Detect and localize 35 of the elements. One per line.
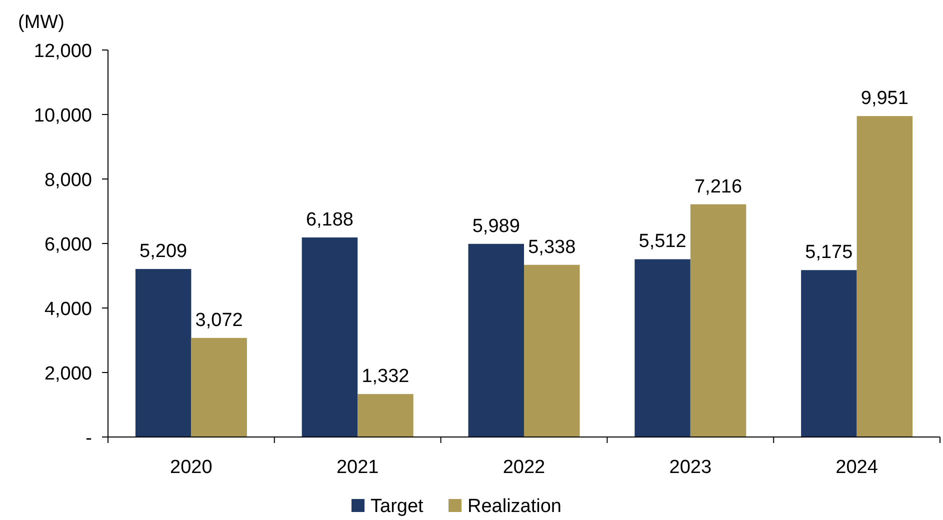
- bar: [801, 270, 857, 437]
- y-tick-label: 12,000: [34, 41, 92, 62]
- y-tick-label: 10,000: [34, 106, 92, 126]
- data-label: 5,989: [472, 216, 520, 237]
- data-label: 9,951: [860, 88, 908, 110]
- data-label: 5,338: [528, 236, 576, 258]
- y-tick-label: 4,000: [44, 299, 92, 320]
- legend-label: Target: [370, 496, 424, 517]
- bar: [856, 116, 913, 437]
- y-tick-label: 8,000: [44, 170, 92, 191]
- x-tick-label: 2021: [336, 457, 379, 478]
- bar: [135, 269, 192, 437]
- data-label: 3,072: [195, 310, 243, 331]
- x-tick-label: 2022: [502, 457, 546, 478]
- bar: [191, 338, 247, 437]
- data-label: 5,209: [140, 241, 188, 262]
- y-axis-title: (MW): [18, 12, 64, 33]
- bar: [524, 264, 580, 437]
- data-label: 1,332: [362, 366, 410, 388]
- y-tick-label: 6,000: [44, 234, 92, 256]
- x-tick-label: 2024: [836, 457, 878, 478]
- bar: [634, 259, 690, 437]
- y-tick-label: -: [86, 428, 92, 449]
- x-tick-label: 2020: [170, 457, 212, 478]
- data-label: 7,216: [694, 176, 742, 198]
- bar: [302, 237, 358, 437]
- bar: [468, 244, 524, 437]
- x-tick-label: 2023: [669, 457, 712, 478]
- bar: [358, 394, 414, 437]
- data-label: 5,175: [805, 242, 853, 264]
- y-tick-label: 2,000: [44, 364, 92, 384]
- bar: [690, 204, 746, 437]
- data-label: 6,188: [306, 209, 354, 230]
- legend-label: Realization: [468, 496, 562, 517]
- data-label: 5,512: [638, 231, 686, 252]
